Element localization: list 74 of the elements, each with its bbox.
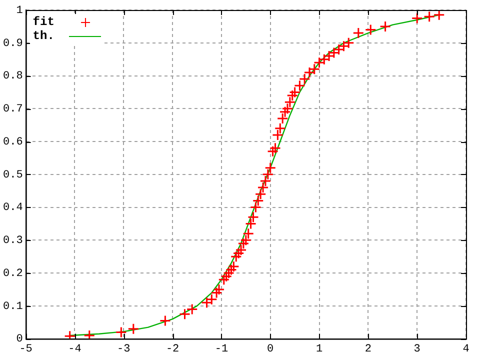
legend-label: th.: [32, 29, 56, 43]
y-tick-label: 0.9: [2, 38, 23, 50]
point: [304, 66, 316, 78]
y-tick-label: 0.8: [2, 70, 23, 83]
point: [228, 260, 240, 272]
y-tick-label: 0.7: [2, 104, 23, 116]
point: [342, 37, 354, 49]
point: [279, 106, 291, 118]
point: [352, 27, 364, 39]
point: [115, 326, 127, 338]
y-tick-label: 0.4: [2, 202, 24, 214]
point: [289, 86, 301, 98]
point: [247, 211, 259, 223]
point: [230, 250, 242, 262]
y-tick-label: 0.3: [2, 235, 23, 248]
point: [308, 63, 320, 75]
point: [213, 284, 225, 296]
point: [186, 303, 198, 315]
point: [270, 142, 281, 154]
point: [298, 73, 310, 85]
point: [225, 264, 237, 276]
x-tick-label: -2: [166, 343, 180, 356]
point: [250, 202, 262, 214]
y-tick-label: 1: [16, 4, 24, 17]
point: [284, 96, 296, 108]
point: [84, 330, 96, 339]
point: [364, 24, 376, 36]
point: [274, 122, 286, 134]
point: [235, 244, 247, 256]
point: [433, 10, 445, 21]
point: [264, 162, 276, 174]
point: [220, 270, 232, 282]
point: [242, 228, 254, 240]
y-tick-label: 0.2: [2, 268, 23, 280]
point: [254, 188, 266, 200]
point: [411, 12, 423, 24]
x-tick-label: -4: [68, 343, 82, 356]
y-tick-label: 0.1: [2, 300, 24, 313]
x-tick-label: 3: [414, 343, 420, 356]
point: [424, 10, 436, 22]
point: [218, 274, 230, 286]
x-tick-label: 2: [364, 343, 372, 356]
y-tick-label: 0: [16, 334, 23, 346]
point: [257, 182, 269, 194]
point: [286, 90, 298, 102]
point: [245, 218, 257, 230]
x-tick-label: -3: [117, 343, 130, 356]
point: [232, 248, 244, 260]
x-tick-label: 1: [316, 343, 323, 356]
point: [159, 314, 171, 326]
x-tick-label: -1: [214, 343, 228, 356]
y-tick-label: 0.6: [2, 136, 23, 148]
point: [328, 46, 340, 58]
point: [282, 102, 294, 114]
point: [223, 267, 235, 279]
point: [260, 175, 272, 187]
legend-label: fit: [32, 15, 56, 29]
y-tick-label: 0.5: [2, 169, 23, 182]
point: [252, 194, 264, 206]
point: [276, 112, 288, 124]
x-tick-label: -5: [19, 343, 32, 356]
point: [128, 323, 140, 335]
point: [210, 287, 222, 299]
point: [323, 50, 335, 62]
point: [267, 146, 279, 158]
point: [262, 168, 274, 180]
point: [179, 308, 191, 320]
x-tick-label: 0: [267, 343, 274, 356]
point: [238, 238, 250, 250]
point: [380, 20, 392, 32]
point: [294, 80, 306, 92]
x-tick-label: 4: [462, 343, 470, 356]
point: [272, 129, 284, 141]
point: [240, 234, 252, 246]
